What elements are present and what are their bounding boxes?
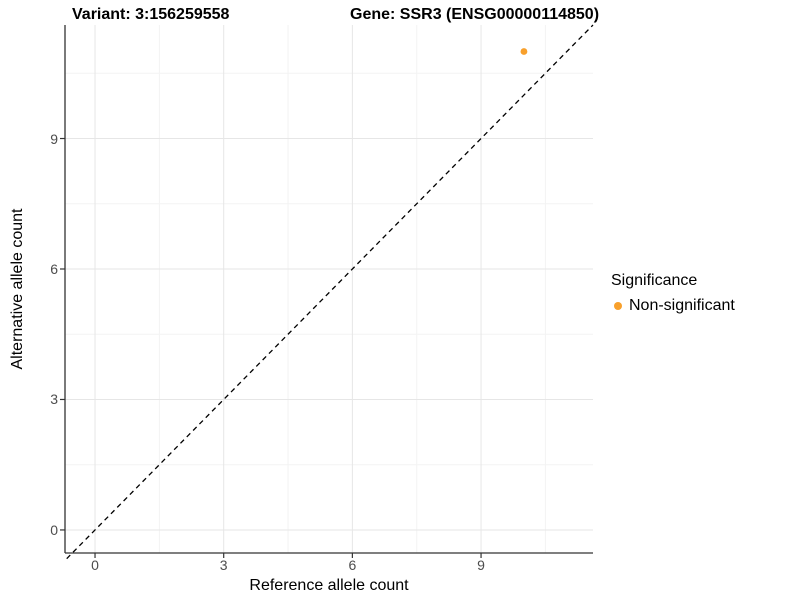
x-tick-label: 3 [219,557,228,573]
legend-item-label: Non-significant [629,297,735,314]
x-tick-label: 0 [91,557,99,573]
legend: Significance Non-significant [611,272,735,315]
gene-title: Gene: SSR3 (ENSG00000114850) [350,6,600,23]
identity-dashed-line [66,24,594,560]
y-tick-label: 9 [50,130,58,147]
x-tick-label: 6 [348,557,357,573]
y-tick-label: 6 [50,260,58,277]
legend-item-non-significant: Non-significant [611,297,735,315]
legend-title: Significance [611,272,698,289]
legend-point-swatch [614,302,622,310]
data-point [520,48,528,55]
y-tick-label: 0 [50,521,58,538]
variant-title: Variant: 3:156259558 [72,6,230,23]
y-axis-label: Alternative allele count [9,208,26,370]
x-tick-label: 9 [477,557,485,573]
x-axis-label: Reference allele count [249,577,409,594]
y-tick-label: 3 [50,391,58,408]
